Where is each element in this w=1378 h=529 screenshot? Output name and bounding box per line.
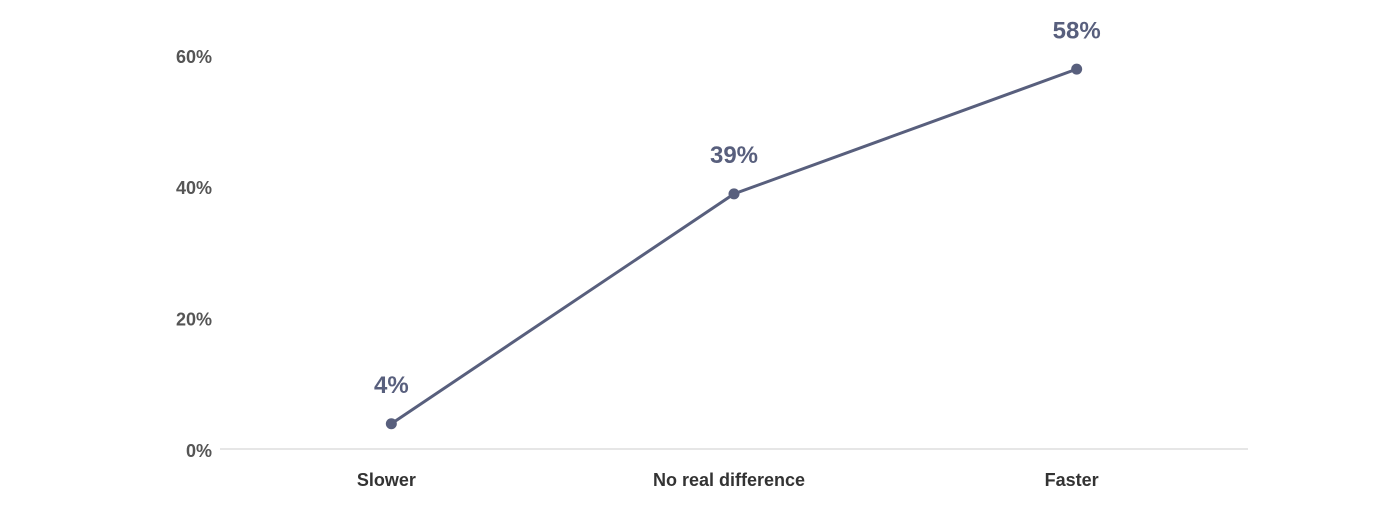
y-tick-label: 60%	[176, 47, 212, 67]
x-tick-label: Slower	[357, 470, 416, 490]
value-label: 4%	[374, 372, 409, 399]
value-label: 39%	[710, 142, 758, 169]
value-label: 58%	[1053, 17, 1101, 44]
y-tick-label: 0%	[186, 441, 212, 461]
point	[385, 418, 397, 430]
series-line	[390, 67, 1078, 425]
x-tick-label: No real difference	[653, 470, 805, 490]
y-tick-label: 40%	[176, 178, 212, 198]
point	[728, 188, 740, 200]
x-tick-label: Faster	[1045, 470, 1099, 490]
y-tick-label: 20%	[176, 309, 212, 329]
point	[1071, 63, 1083, 75]
